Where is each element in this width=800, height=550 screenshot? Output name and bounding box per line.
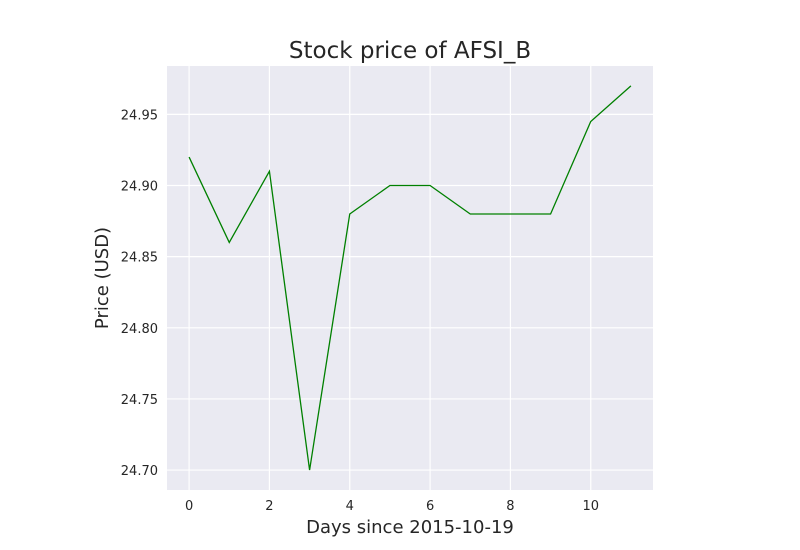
y-tick-label: 24.90 — [121, 180, 158, 195]
grid-lines — [167, 66, 653, 490]
y-tick-labels: 24.70 24.75 24.80 24.85 24.90 24.95 — [121, 108, 158, 479]
y-axis-label: Price (USD) — [92, 227, 113, 329]
x-tick-label: 6 — [426, 499, 434, 514]
x-tick-labels: 0 2 4 6 8 10 — [185, 499, 599, 514]
x-tick-label: 4 — [346, 499, 354, 514]
y-tick-label: 24.75 — [121, 393, 158, 408]
x-axis-label: Days since 2015-10-19 — [306, 517, 514, 538]
y-tick-label: 24.70 — [121, 464, 158, 479]
y-tick-label: 24.95 — [121, 108, 158, 123]
chart-title: Stock price of AFSI_B — [289, 38, 531, 64]
price-series-line — [188, 85, 632, 471]
x-tick-label: 0 — [185, 499, 193, 514]
x-tick-label: 8 — [506, 499, 514, 514]
plot-area — [167, 66, 653, 490]
series-layer — [188, 85, 632, 471]
y-tick-label: 24.80 — [121, 322, 158, 337]
y-tick-label: 24.85 — [121, 251, 158, 266]
x-tick-label: 10 — [582, 499, 599, 514]
x-tick-label: 2 — [265, 499, 273, 514]
